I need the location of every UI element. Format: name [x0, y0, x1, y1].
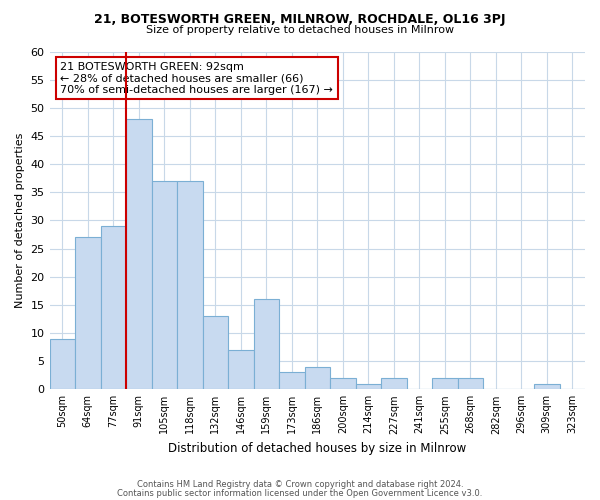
Text: Contains HM Land Registry data © Crown copyright and database right 2024.: Contains HM Land Registry data © Crown c…	[137, 480, 463, 489]
Bar	[458, 378, 483, 390]
X-axis label: Distribution of detached houses by size in Milnrow: Distribution of detached houses by size …	[168, 442, 466, 455]
Text: 21 BOTESWORTH GREEN: 92sqm
← 28% of detached houses are smaller (66)
70% of semi: 21 BOTESWORTH GREEN: 92sqm ← 28% of deta…	[60, 62, 333, 95]
Bar	[356, 384, 381, 390]
Bar	[126, 119, 152, 390]
Text: 21, BOTESWORTH GREEN, MILNROW, ROCHDALE, OL16 3PJ: 21, BOTESWORTH GREEN, MILNROW, ROCHDALE,…	[94, 12, 506, 26]
Bar	[305, 367, 330, 390]
Bar	[228, 350, 254, 390]
Bar	[50, 338, 75, 390]
Bar	[203, 316, 228, 390]
Bar	[75, 238, 101, 390]
Bar	[254, 299, 279, 390]
Bar	[152, 181, 177, 390]
Bar	[381, 378, 407, 390]
Y-axis label: Number of detached properties: Number of detached properties	[15, 132, 25, 308]
Bar	[330, 378, 356, 390]
Bar	[101, 226, 126, 390]
Bar	[177, 181, 203, 390]
Bar	[279, 372, 305, 390]
Text: Contains public sector information licensed under the Open Government Licence v3: Contains public sector information licen…	[118, 488, 482, 498]
Bar	[432, 378, 458, 390]
Bar	[534, 384, 560, 390]
Text: Size of property relative to detached houses in Milnrow: Size of property relative to detached ho…	[146, 25, 454, 35]
